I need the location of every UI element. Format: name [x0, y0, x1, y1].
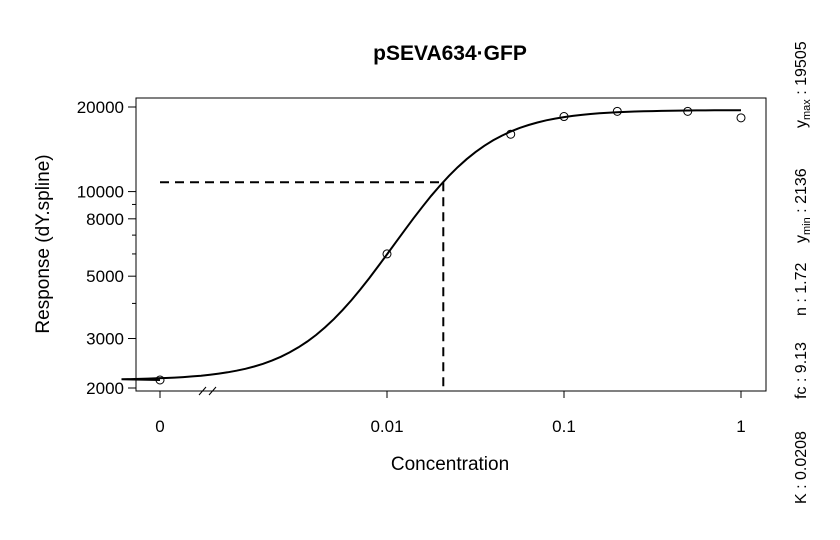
- y-tick-label: 20000: [77, 98, 124, 117]
- data-points: [155, 106, 746, 385]
- data-point: [612, 106, 622, 116]
- data-point: [683, 106, 693, 116]
- data-point: [506, 129, 516, 139]
- ymax-annotation: ymax : 19505: [793, 41, 813, 128]
- data-point: [559, 112, 569, 122]
- data-point: [155, 375, 165, 385]
- y-axis: 2000 3000 5000 8000 10000 20000: [77, 98, 137, 398]
- data-point: [736, 113, 746, 123]
- x-axis: 0 0.01 0.1 1: [136, 386, 766, 436]
- axis-break-mark: [208, 386, 217, 396]
- fit-curve: [121, 109, 741, 381]
- y-tick-label: 2000: [86, 379, 124, 398]
- y-axis-title: Response (dY.spline): [33, 154, 54, 333]
- axis-break-mark: [198, 386, 207, 396]
- data-point: [382, 249, 392, 259]
- plot-frame: [135, 97, 767, 392]
- y-tick-label: 8000: [86, 210, 124, 229]
- y-tick-label: 10000: [77, 183, 124, 202]
- y-tick-label: 5000: [86, 267, 124, 286]
- x-tick-label: 0: [155, 417, 164, 436]
- x-tick-label: 0.01: [370, 417, 403, 436]
- fit-curve-group: [121, 109, 741, 381]
- x-tick-label: 0.1: [552, 417, 576, 436]
- x-axis-title: Concentration: [391, 454, 509, 475]
- chart-title: pSEVA634·GFP: [373, 42, 527, 65]
- k-guide-lines: [160, 181, 445, 391]
- ymin-annotation: ymin : 2136: [793, 168, 813, 243]
- x-tick-label: 1: [736, 417, 745, 436]
- y-tick-label: 3000: [86, 330, 124, 349]
- fc-annotation: fc : 9.13: [793, 342, 810, 399]
- k-annotation: K : 0.0208: [793, 431, 810, 504]
- n-annotation: n : 1.72: [793, 263, 810, 316]
